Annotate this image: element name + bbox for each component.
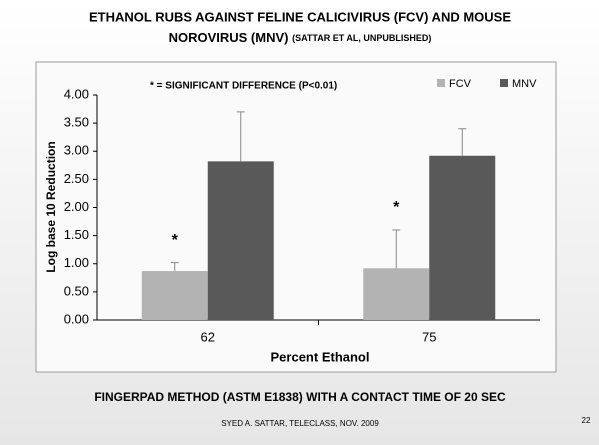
y-tick-label: 0.50 [64,283,89,298]
subtitle: (SATTAR ET AL, UNPUBLISHED) [292,33,431,43]
annotation: * = SIGNIFICANT DIFFERENCE (P<0.01) [150,81,337,92]
credit: SYED A. SATTAR, TELECLASS, NOV. 2009 [221,419,379,428]
bar [429,155,496,320]
y-tick-label: 4.00 [64,86,89,101]
bar [207,161,274,320]
error-bar [392,229,401,269]
x-tick-label: 62 [201,329,215,344]
error-bar [170,262,179,272]
legend-swatch [437,79,445,87]
page-number: 22 [582,416,591,425]
title: NOROVIRUS (MNV) (SATTAR ET AL, UNPUBLISH… [169,30,432,45]
legend-label: MNV [512,78,537,90]
y-axis-label: Log base 10 Reduction [44,141,58,272]
significance-marker: * [393,199,400,216]
y-tick-label: 1.50 [64,227,89,242]
title: ETHANOL RUBS AGAINST FELINE CALICIVIRUS … [89,9,511,24]
footer: FINGERPAD METHOD (ASTM E1838) WITH A CON… [94,390,506,404]
legend-label: FCV [449,78,472,90]
y-tick-label: 2.50 [64,171,89,186]
title-line: NOROVIRUS (MNV) [169,30,289,45]
y-tick-label: 2.00 [64,199,89,214]
x-tick-label: 75 [422,329,436,344]
bar [141,271,208,320]
y-tick-label: 3.50 [64,115,89,130]
significance-marker: * [172,232,179,249]
error-bar [458,128,467,156]
legend-swatch [500,79,508,87]
x-axis-label: Percent Ethanol [271,349,370,364]
y-tick-label: 1.00 [64,255,89,270]
y-tick-label: 0.00 [64,311,89,326]
bar [363,268,430,320]
error-bar [236,111,245,162]
y-tick-label: 3.00 [64,143,89,158]
